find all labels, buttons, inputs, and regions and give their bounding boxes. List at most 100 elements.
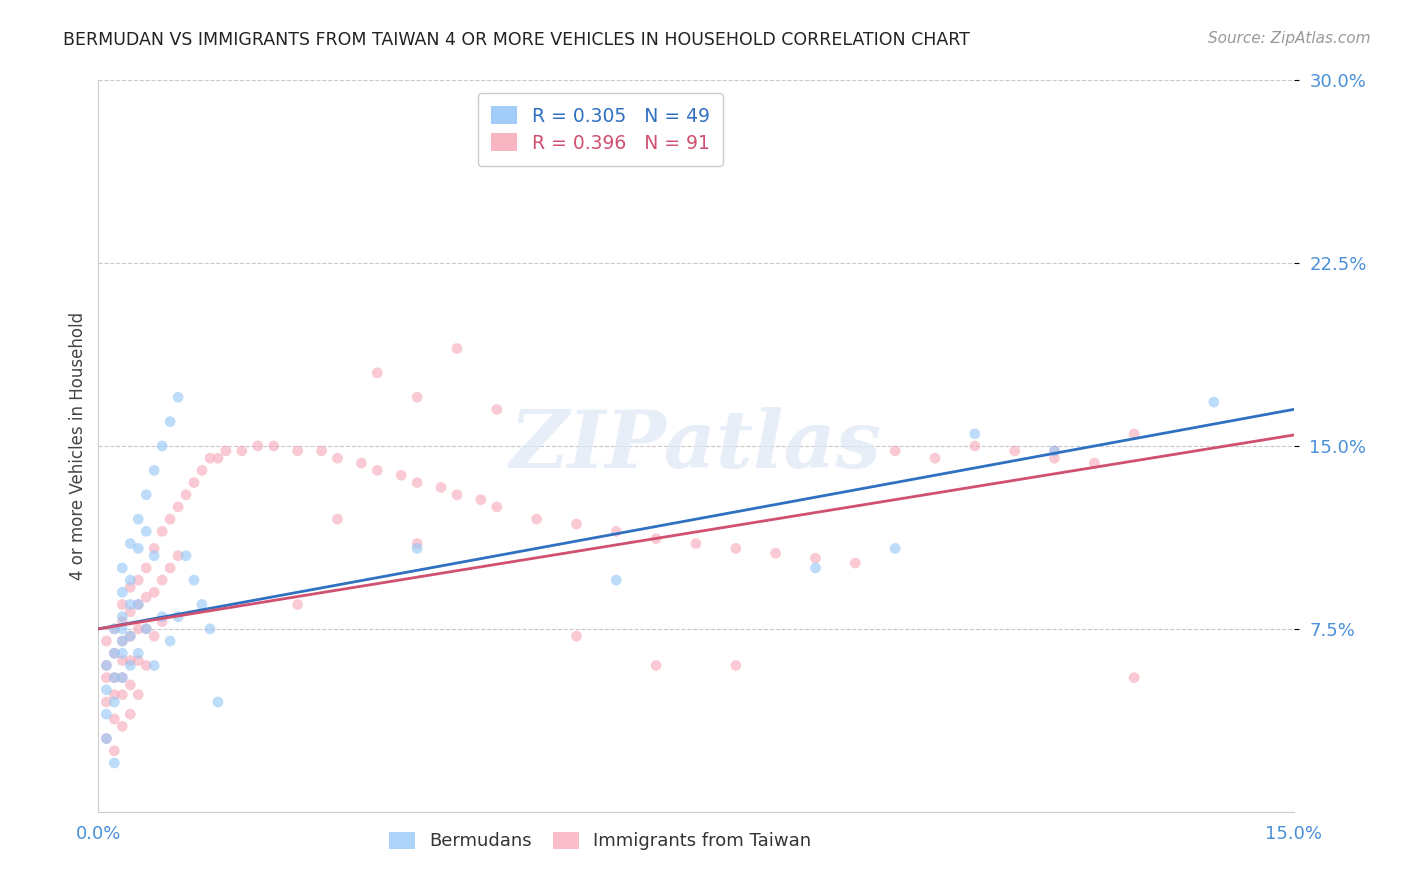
Point (127, 598, 149, 612)
Point (143, 658, 166, 673)
Point (111, 654, 134, 668)
Point (565, 516, 588, 531)
Point (111, 615, 134, 629)
Point (127, 688, 149, 702)
Point (103, 688, 125, 702)
Point (120, 654, 142, 668)
Point (645, 532, 668, 546)
Point (143, 585, 166, 599)
Point (191, 598, 214, 612)
Point (605, 524, 627, 539)
Point (135, 622, 157, 636)
Point (1043, 443, 1066, 458)
Point (406, 390, 429, 404)
Point (111, 646, 134, 660)
Point (167, 390, 190, 404)
Point (103, 671, 125, 685)
Point (135, 524, 157, 539)
Y-axis label: 4 or more Vehicles in Household: 4 or more Vehicles in Household (69, 312, 87, 580)
Point (183, 573, 205, 587)
Point (103, 712, 125, 726)
Point (389, 468, 412, 483)
Point (150, 615, 173, 629)
Point (446, 488, 468, 502)
Point (120, 707, 142, 722)
Point (326, 512, 349, 526)
Point (111, 598, 134, 612)
Point (963, 426, 986, 441)
Point (150, 573, 173, 587)
Point (406, 541, 429, 556)
Point (287, 443, 309, 458)
Point (143, 549, 166, 563)
Point (143, 629, 166, 643)
Point (127, 598, 149, 612)
Point (485, 500, 508, 514)
Point (884, 541, 907, 556)
Point (111, 634, 134, 648)
Point (1123, 671, 1146, 685)
Point (207, 451, 229, 466)
Point (111, 585, 134, 599)
Point (287, 598, 309, 612)
Point (191, 463, 214, 477)
Point (231, 443, 253, 458)
Point (446, 342, 468, 356)
Point (1004, 443, 1026, 458)
Point (96, 731, 118, 746)
Point (366, 366, 388, 380)
Point (120, 629, 142, 643)
Point (96, 731, 118, 746)
Point (366, 463, 388, 477)
Point (111, 719, 134, 733)
Point (96, 658, 118, 673)
Point (167, 609, 190, 624)
Point (470, 492, 492, 507)
Point (127, 541, 149, 556)
Point (565, 629, 588, 643)
Point (96, 658, 118, 673)
Point (724, 541, 747, 556)
Point (167, 549, 190, 563)
Point (1123, 426, 1146, 441)
Point (207, 695, 229, 709)
Point (120, 605, 142, 619)
Point (605, 573, 627, 587)
Point (103, 622, 125, 636)
Point (103, 622, 125, 636)
Point (765, 546, 787, 560)
Point (150, 609, 173, 624)
Point (135, 561, 157, 575)
Point (526, 512, 548, 526)
Point (724, 658, 747, 673)
Point (103, 756, 125, 770)
Point (1083, 456, 1105, 470)
Point (127, 512, 149, 526)
Point (215, 443, 238, 458)
Point (406, 475, 429, 490)
Text: BERMUDAN VS IMMIGRANTS FROM TAIWAN 4 OR MORE VEHICLES IN HOUSEHOLD CORRELATION C: BERMUDAN VS IMMIGRANTS FROM TAIWAN 4 OR … (63, 31, 970, 49)
Point (120, 658, 142, 673)
Point (159, 415, 181, 429)
Point (263, 439, 285, 453)
Point (804, 551, 827, 566)
Point (135, 622, 157, 636)
Point (111, 634, 134, 648)
Point (430, 480, 453, 494)
Point (127, 622, 149, 636)
Point (143, 541, 166, 556)
Point (198, 451, 221, 466)
Point (120, 629, 142, 643)
Point (120, 581, 142, 595)
Point (103, 695, 125, 709)
Point (127, 654, 149, 668)
Point (884, 443, 907, 458)
Point (326, 451, 349, 466)
Point (1202, 395, 1225, 409)
Point (103, 744, 125, 758)
Point (120, 536, 142, 550)
Point (167, 500, 190, 514)
Point (111, 671, 134, 685)
Legend: Bermudans, Immigrants from Taiwan: Bermudans, Immigrants from Taiwan (382, 824, 818, 857)
Point (150, 439, 173, 453)
